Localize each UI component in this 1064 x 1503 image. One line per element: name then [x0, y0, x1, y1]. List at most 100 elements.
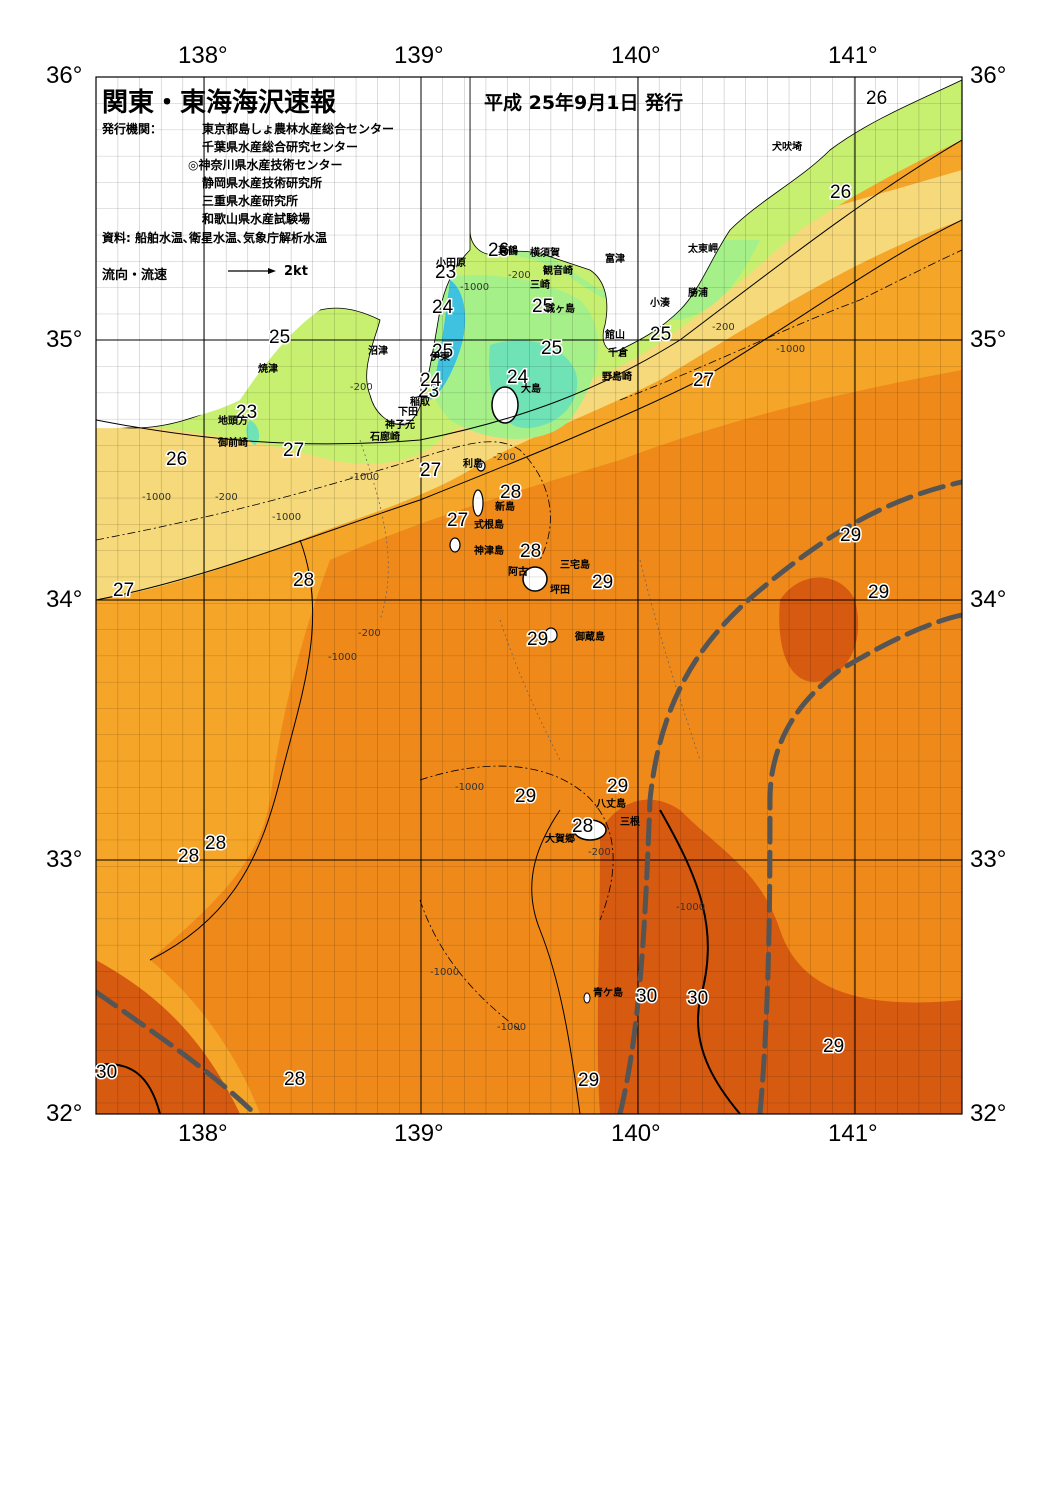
depth-label: -200 — [493, 452, 516, 463]
major-grid — [96, 77, 962, 1114]
depth-label: -200 — [358, 628, 381, 639]
iso-label: 25 — [432, 341, 453, 362]
iso-label: 25 — [269, 327, 290, 348]
place-taitozaki: 太東岬 — [687, 242, 718, 255]
org-1: 東京都島しょ農林水産総合センター — [202, 122, 395, 136]
iso-label: 24 — [507, 367, 529, 388]
place-shikinejima: 式根島 — [474, 518, 504, 531]
place-inubosaki: 犬吠埼 — [772, 140, 802, 153]
iso-label: 25 — [532, 296, 553, 317]
depth-label: -200 — [588, 847, 611, 858]
place-jogashima: 城ヶ島 — [545, 302, 575, 315]
issue-date: 平成 25年9月1日 発行 — [484, 92, 684, 114]
page-title: 関東・東海海沢速報 — [102, 88, 337, 118]
iso-label: 27 — [283, 440, 304, 461]
place-misaki: 三崎 — [530, 278, 550, 291]
depth-label: -1000 — [676, 902, 705, 913]
depth-label: -1000 — [776, 344, 805, 355]
lat-label-left: 35° — [46, 326, 83, 353]
place-ako: 阿古 — [508, 565, 528, 578]
data-sources: 資料: 船舶水温､衛星水温､気象庁解析水温 — [102, 231, 327, 245]
map-frame — [95, 76, 963, 1115]
isotherm-labels: 26 26 23 26 23 24 25 25 25 25 24 25 24 2… — [95, 87, 891, 1093]
lon-label-top: 138° — [178, 42, 228, 69]
iso-label: 23 — [236, 402, 257, 423]
place-futtsu: 富津 — [605, 252, 625, 265]
iso-label: 30 — [96, 1062, 117, 1083]
iso-label: 23 — [418, 381, 439, 402]
place-yaizu: 焼津 — [258, 362, 278, 375]
place-ito: 伊東 — [429, 350, 450, 363]
lat-label-left: 32° — [46, 1100, 83, 1127]
iso-label: 28 — [500, 482, 521, 503]
iso-label: 28 — [284, 1069, 305, 1090]
lon-label-top: 139° — [394, 42, 444, 69]
place-inatori: 稲取 — [410, 395, 431, 408]
depth-label: -1000 — [142, 492, 171, 503]
place-aogashima: 青ケ島 — [593, 986, 623, 999]
iso-label: 27 — [693, 370, 714, 391]
place-okago: 大賀郷 — [545, 832, 575, 845]
iso-label: 27 — [113, 580, 134, 601]
iso-label: 28 — [178, 846, 199, 867]
iso-label: 28 — [572, 816, 593, 837]
lat-label-right: 32° — [970, 1100, 1007, 1127]
place-manazuru: 真鶴 — [498, 244, 518, 257]
iso-label: 29 — [592, 572, 613, 593]
depth-label: -200 — [712, 322, 735, 333]
org-2: 千葉県水産総合研究センター — [202, 140, 359, 154]
iso-label: 28 — [205, 833, 226, 854]
place-yokosuka: 横須賀 — [530, 246, 560, 259]
place-niijima: 新島 — [495, 500, 515, 513]
iso-label: 26 — [166, 449, 187, 470]
iso-label: 29 — [527, 629, 548, 650]
org-3: ◎神奈川県水産技術センター — [188, 158, 343, 172]
depth-label: -200 — [508, 270, 531, 281]
depth-label: -1000 — [272, 512, 301, 523]
org-5: 三重県水産研究所 — [202, 194, 299, 208]
kuroshio-axis — [96, 479, 962, 1114]
place-numazu: 沼津 — [368, 344, 388, 357]
iso-label: 25 — [650, 324, 671, 345]
place-katsuura: 勝浦 — [688, 286, 708, 299]
depth-label: -1000 — [350, 472, 379, 483]
lat-label-right: 36° — [970, 62, 1007, 89]
place-kannonzaki: 観音崎 — [543, 264, 573, 277]
lon-label-bottom: 139° — [394, 1120, 444, 1147]
iso-label: 26 — [488, 240, 509, 261]
issuer-label: 発行機関： — [102, 122, 163, 136]
iso-label: 29 — [840, 525, 861, 546]
iso-label: 26 — [830, 182, 851, 203]
depth-labels: -200 -1000 -200 -1000 -200 -1000 -200 -1… — [142, 270, 805, 1033]
map-grid — [96, 77, 962, 1114]
iso-label: 24 — [432, 297, 454, 318]
place-miyakejima: 三宅島 — [560, 558, 590, 571]
iso-label: 30 — [687, 988, 708, 1009]
lat-label-right: 35° — [970, 326, 1007, 353]
lat-label-right: 33° — [970, 846, 1007, 873]
current-scale-arrow — [228, 268, 276, 274]
org-4: 静岡県水産技術研究所 — [202, 176, 323, 190]
depth-label: -1000 — [460, 282, 489, 293]
lon-label-bottom: 140° — [611, 1120, 661, 1147]
lon-label-bottom: 138° — [178, 1120, 228, 1147]
org-6: 和歌山県水産試験場 — [202, 212, 311, 226]
place-chikura: 千倉 — [608, 346, 629, 359]
iso-label: 30 — [636, 986, 657, 1007]
place-jitogata: 地頭方 — [218, 414, 248, 427]
place-odawara: 小田原 — [435, 256, 466, 269]
iso-label: 29 — [868, 582, 889, 603]
place-kozushima: 神津島 — [474, 544, 504, 557]
lat-label-left: 34° — [46, 586, 83, 613]
place-tsubota: 坪田 — [550, 583, 570, 596]
iso-label: 24 — [420, 370, 442, 391]
place-mitsune: 三根 — [620, 815, 640, 828]
depth-label: -1000 — [430, 967, 459, 978]
depth-label: -200 — [350, 382, 373, 393]
iso-label: 26 — [866, 88, 887, 109]
iso-label: 28 — [520, 541, 541, 562]
depth-label: -200 — [215, 492, 238, 503]
place-nojimazaki: 野島崎 — [602, 370, 632, 383]
iso-label: 29 — [578, 1070, 599, 1091]
